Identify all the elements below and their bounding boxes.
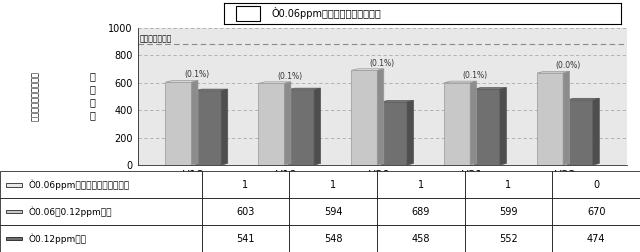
Polygon shape bbox=[474, 88, 506, 89]
Text: Ò0.06～0.12ppm未満: Ò0.06～0.12ppm未満 bbox=[29, 206, 112, 217]
Polygon shape bbox=[470, 81, 477, 165]
Bar bbox=[377, 225, 465, 252]
Text: 670: 670 bbox=[587, 207, 605, 217]
Bar bbox=[289, 198, 377, 225]
Text: １時間値の年間最高値: １時間値の年間最高値 bbox=[31, 71, 40, 121]
Bar bbox=[377, 198, 465, 225]
Bar bbox=[259, 83, 284, 165]
Polygon shape bbox=[259, 82, 291, 83]
Text: 1: 1 bbox=[330, 180, 336, 190]
Polygon shape bbox=[563, 71, 570, 165]
Polygon shape bbox=[195, 89, 228, 91]
Bar bbox=[6, 237, 22, 240]
Text: 1: 1 bbox=[506, 180, 511, 190]
Text: 548: 548 bbox=[324, 234, 342, 244]
Text: 1: 1 bbox=[243, 180, 248, 190]
Bar bbox=[6, 183, 22, 187]
Bar bbox=[166, 82, 191, 165]
Polygon shape bbox=[288, 88, 321, 90]
Polygon shape bbox=[221, 89, 228, 165]
Bar bbox=[288, 90, 314, 165]
Text: 541: 541 bbox=[236, 234, 255, 244]
Bar bbox=[236, 6, 260, 21]
Bar bbox=[537, 73, 563, 165]
Text: 環境基準達成率: 環境基準達成率 bbox=[140, 34, 172, 43]
Bar bbox=[552, 171, 640, 198]
Text: Ò0.06ppm以下（環境基準達成）: Ò0.06ppm以下（環境基準達成） bbox=[29, 179, 130, 190]
Bar bbox=[6, 210, 22, 213]
Text: 599: 599 bbox=[499, 207, 518, 217]
Text: (0.1%): (0.1%) bbox=[370, 59, 395, 68]
Bar bbox=[351, 70, 378, 165]
Polygon shape bbox=[593, 98, 599, 165]
Bar bbox=[195, 91, 221, 165]
Polygon shape bbox=[378, 69, 384, 165]
Bar bbox=[202, 198, 289, 225]
Text: 689: 689 bbox=[412, 207, 430, 217]
Bar bbox=[465, 171, 552, 198]
Polygon shape bbox=[351, 69, 384, 70]
Text: (0.0%): (0.0%) bbox=[556, 61, 581, 70]
Text: Ò0.12ppm以亊: Ò0.12ppm以亊 bbox=[29, 233, 87, 244]
Text: (0.1%): (0.1%) bbox=[184, 71, 209, 79]
Polygon shape bbox=[381, 101, 413, 102]
Text: 458: 458 bbox=[412, 234, 430, 244]
Text: 0: 0 bbox=[593, 180, 599, 190]
Polygon shape bbox=[166, 81, 198, 82]
Text: (0.1%): (0.1%) bbox=[463, 71, 488, 80]
Bar bbox=[202, 171, 289, 198]
Text: 1: 1 bbox=[418, 180, 424, 190]
Polygon shape bbox=[444, 81, 477, 83]
Polygon shape bbox=[314, 88, 321, 165]
Text: 474: 474 bbox=[587, 234, 605, 244]
Bar bbox=[567, 100, 593, 165]
Bar bbox=[0, 225, 202, 252]
Polygon shape bbox=[537, 71, 570, 73]
Text: (0.1%): (0.1%) bbox=[277, 72, 302, 81]
Polygon shape bbox=[284, 82, 291, 165]
Polygon shape bbox=[567, 98, 599, 100]
Bar bbox=[0, 198, 202, 225]
Text: 603: 603 bbox=[236, 207, 255, 217]
Bar bbox=[289, 225, 377, 252]
Polygon shape bbox=[500, 88, 506, 165]
Polygon shape bbox=[407, 101, 413, 165]
Bar bbox=[552, 198, 640, 225]
Text: 552: 552 bbox=[499, 234, 518, 244]
Bar bbox=[381, 102, 407, 165]
Bar bbox=[289, 171, 377, 198]
Bar bbox=[444, 83, 470, 165]
Bar bbox=[0, 171, 202, 198]
Text: 測
定
局
数: 測 定 局 数 bbox=[90, 71, 96, 120]
Bar bbox=[465, 225, 552, 252]
Bar bbox=[552, 225, 640, 252]
Polygon shape bbox=[191, 81, 198, 165]
Bar bbox=[465, 198, 552, 225]
Text: Ò0.06ppm以下（環境基準達成）: Ò0.06ppm以下（環境基準達成） bbox=[271, 7, 381, 19]
Bar bbox=[474, 89, 500, 165]
Bar bbox=[202, 225, 289, 252]
Bar bbox=[377, 171, 465, 198]
Text: 594: 594 bbox=[324, 207, 342, 217]
